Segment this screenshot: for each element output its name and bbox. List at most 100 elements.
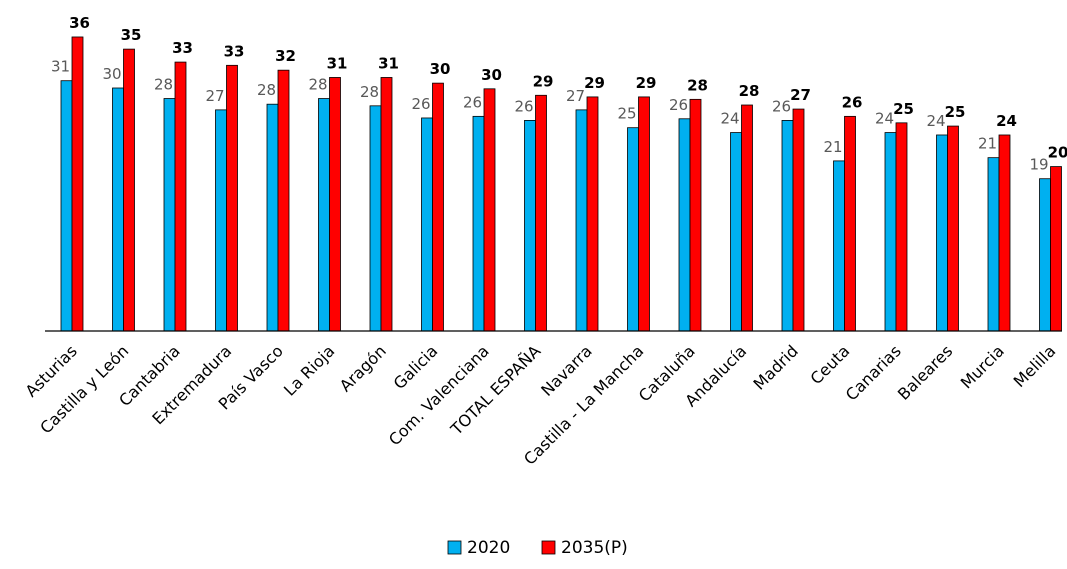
legend: 2020 2035(P) [447, 538, 628, 558]
category-label-17: Baleares [894, 341, 956, 403]
value-label-2020-2: 28 [154, 76, 173, 94]
value-label-2035-1: 35 [121, 26, 142, 44]
bar-2020-5 [318, 98, 330, 332]
bar-2035-9 [535, 94, 547, 332]
value-label-2035-8: 30 [481, 66, 502, 84]
value-label-2020-0: 31 [51, 58, 70, 76]
value-labels-layer: 3136303528332733283228312831263026302629… [51, 14, 1067, 174]
bar-2020-18 [987, 157, 1000, 332]
category-label-6: Aragón [336, 341, 390, 395]
value-label-2020-14: 26 [772, 97, 791, 115]
category-label-18: Murcia [957, 341, 1008, 392]
category-label-14: Madrid [750, 341, 802, 393]
value-label-2020-7: 26 [411, 95, 430, 113]
bar-2020-0 [60, 80, 73, 332]
value-label-2035-2: 33 [172, 39, 193, 57]
bar-2035-10 [586, 96, 599, 332]
category-label-7: Galicia [390, 341, 442, 393]
bar-2035-7 [432, 82, 444, 332]
category-label-15: Ceuta [806, 341, 853, 388]
bar-2020-19 [1039, 178, 1051, 332]
bar-2035-11 [638, 96, 650, 332]
bar-2020-9 [524, 120, 536, 332]
bar-2020-16 [884, 132, 897, 332]
bar-2035-14 [792, 108, 805, 332]
value-label-2035-14: 27 [790, 86, 811, 104]
value-label-2035-0: 36 [69, 14, 90, 32]
bar-2020-2 [163, 98, 176, 332]
value-label-2035-10: 29 [584, 74, 605, 92]
bar-2020-4 [266, 103, 279, 332]
bar-2020-13 [730, 132, 742, 332]
bar-2035-13 [741, 104, 753, 332]
value-label-2035-17: 25 [945, 103, 966, 121]
bar-2020-12 [678, 118, 691, 332]
category-label-5: La Rioja [280, 341, 338, 399]
category-label-16: Canarias [842, 341, 905, 404]
value-label-2035-19: 20 [1048, 144, 1067, 162]
value-label-2035-15: 26 [842, 93, 863, 111]
bar-2020-15 [833, 160, 845, 332]
value-label-2035-7: 30 [430, 60, 451, 78]
value-label-2035-5: 31 [327, 54, 348, 72]
value-label-2035-13: 28 [739, 82, 760, 100]
bar-2035-4 [277, 69, 290, 332]
value-label-2020-8: 26 [463, 93, 482, 111]
category-label-19: Melilla [1010, 341, 1060, 391]
bar-2035-3 [226, 64, 238, 332]
bar-2035-6 [380, 77, 393, 332]
bar-2020-8 [472, 115, 485, 332]
value-label-2020-13: 24 [720, 110, 739, 128]
value-label-2035-18: 24 [996, 112, 1017, 130]
value-label-2020-5: 28 [308, 76, 327, 94]
bar-2035-0 [71, 36, 84, 332]
bar-2035-12 [689, 98, 702, 332]
value-label-2035-6: 31 [378, 54, 399, 72]
legend-label-2020: 2020 [467, 538, 510, 558]
bar-2020-7 [421, 117, 433, 332]
bar-2020-6 [369, 105, 382, 332]
value-label-2020-10: 27 [566, 87, 585, 105]
value-label-2035-16: 25 [893, 100, 914, 118]
bar-2020-14 [781, 120, 794, 332]
bar-2035-15 [844, 115, 856, 332]
bar-2035-18 [998, 134, 1011, 332]
value-label-2020-17: 24 [926, 112, 945, 130]
legend-swatch-2035 [541, 540, 556, 555]
bar-2020-11 [627, 127, 639, 332]
value-label-2020-6: 28 [360, 83, 379, 101]
value-label-2020-15: 21 [823, 138, 842, 156]
category-label-9: TOTAL ESPAÑA [446, 341, 544, 439]
value-label-2035-12: 28 [687, 76, 708, 94]
value-label-2020-12: 26 [669, 96, 688, 114]
value-label-2035-3: 33 [224, 42, 245, 60]
value-label-2035-9: 29 [533, 72, 554, 90]
legend-swatch-2020 [447, 540, 462, 555]
value-label-2020-18: 21 [978, 135, 997, 153]
bar-2035-19 [1050, 166, 1062, 332]
value-label-2020-11: 25 [617, 105, 636, 123]
bar-2035-16 [895, 122, 908, 332]
category-label-1: Castilla y León [36, 341, 132, 437]
bar-2035-17 [947, 125, 959, 332]
value-label-2020-1: 30 [102, 65, 121, 83]
bar-2020-1 [112, 87, 124, 332]
bar-2020-10 [575, 109, 588, 332]
bar-2035-5 [329, 77, 341, 332]
value-label-2020-16: 24 [875, 110, 894, 128]
value-label-2020-19: 19 [1029, 156, 1048, 174]
value-label-2020-4: 28 [257, 81, 276, 99]
bar-2035-2 [174, 61, 187, 332]
value-label-2035-11: 29 [636, 74, 657, 92]
bar-2020-3 [215, 109, 227, 332]
value-label-2020-9: 26 [514, 97, 533, 115]
value-label-2035-4: 32 [275, 47, 296, 65]
bars-layer [60, 36, 1062, 332]
legend-label-2035: 2035(P) [561, 538, 628, 558]
bar-2035-8 [483, 88, 496, 332]
value-label-2020-3: 27 [205, 87, 224, 105]
bar-2020-17 [936, 134, 948, 332]
bar-2035-1 [123, 48, 135, 332]
